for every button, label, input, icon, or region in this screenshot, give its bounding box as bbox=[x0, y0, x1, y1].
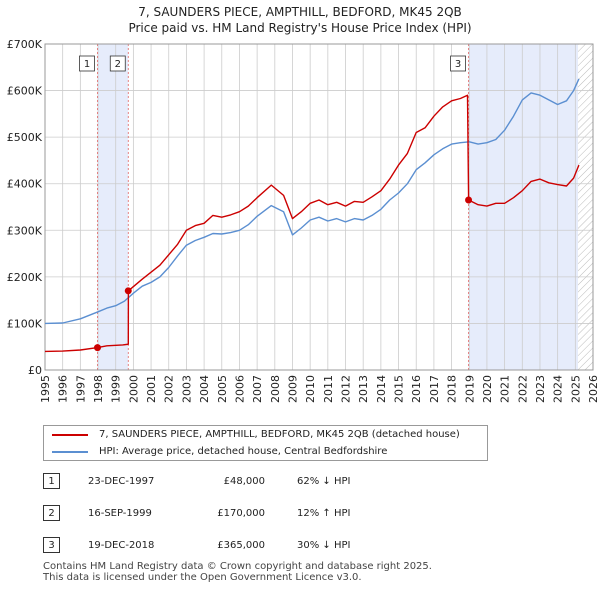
x-tick-label: 2008 bbox=[269, 375, 282, 403]
sale-number-badge: 1 bbox=[43, 473, 60, 489]
x-tick-label: 2006 bbox=[233, 375, 246, 403]
series-line-property bbox=[44, 94, 580, 353]
x-tick-label: 2016 bbox=[410, 375, 423, 403]
x-tick-label: 2000 bbox=[127, 375, 140, 403]
x-tick-label: 1998 bbox=[92, 375, 105, 403]
sale-hpi-diff: 30% ↓ HPI bbox=[297, 540, 351, 551]
footer-attribution: Contains HM Land Registry data © Crown c… bbox=[43, 561, 432, 583]
sale-row: 3 19-DEC-2018 £365,000 30% ↓ HPI bbox=[43, 534, 403, 556]
legend-item-hpi: HPI: Average price, detached house, Cent… bbox=[44, 443, 487, 461]
sale-label-number: 3 bbox=[455, 59, 461, 70]
y-tick-label: £200K bbox=[7, 271, 43, 284]
legend-label-hpi: HPI: Average price, detached house, Cent… bbox=[99, 446, 388, 457]
sale-date: 23-DEC-1997 bbox=[88, 476, 155, 487]
x-tick-label: 2015 bbox=[393, 375, 406, 403]
footer-line-licence: This data is licensed under the Open Gov… bbox=[43, 572, 362, 583]
sale-date: 19-DEC-2018 bbox=[88, 540, 155, 551]
future-hatch-area bbox=[577, 44, 593, 370]
x-tick-label: 2020 bbox=[481, 375, 494, 403]
shaded-sale-period bbox=[468, 44, 578, 370]
y-tick-label: £700K bbox=[7, 38, 43, 51]
plot-border bbox=[44, 43, 594, 371]
x-tick-label: 2024 bbox=[552, 375, 565, 403]
sale-label-number: 1 bbox=[84, 59, 90, 70]
y-tick-label: £300K bbox=[7, 224, 43, 237]
legend-item-property: 7, SAUNDERS PIECE, AMPTHILL, BEDFORD, MK… bbox=[44, 426, 487, 444]
x-tick-label: 2002 bbox=[163, 375, 176, 403]
x-tick-label: 2011 bbox=[322, 375, 335, 403]
x-tick-label: 1997 bbox=[74, 375, 87, 403]
x-tick-label: 2021 bbox=[499, 375, 512, 403]
sale-price: £48,000 bbox=[223, 476, 265, 487]
sale-label-number: 2 bbox=[115, 59, 121, 70]
y-tick-label: £0 bbox=[28, 364, 42, 377]
sale-label-box bbox=[79, 55, 95, 72]
chart-legend: 7, SAUNDERS PIECE, AMPTHILL, BEDFORD, MK… bbox=[43, 425, 488, 461]
chart-title: 7, SAUNDERS PIECE, AMPTHILL, BEDFORD, MK… bbox=[138, 5, 462, 19]
y-tick-label: £600K bbox=[7, 85, 43, 98]
x-tick-label: 2004 bbox=[198, 375, 211, 403]
chart-title-block: 7, SAUNDERS PIECE, AMPTHILL, BEDFORD, MK… bbox=[0, 4, 600, 36]
x-tick-label: 2005 bbox=[216, 375, 229, 403]
x-tick-label: 2014 bbox=[375, 375, 388, 403]
x-tick-label: 2025 bbox=[569, 375, 582, 403]
legend-label-property: 7, SAUNDERS PIECE, AMPTHILL, BEDFORD, MK… bbox=[99, 429, 460, 440]
x-tick-label: 2026 bbox=[587, 375, 600, 403]
sale-date: 16-SEP-1999 bbox=[88, 508, 152, 519]
x-tick-label: 2017 bbox=[428, 375, 441, 403]
x-tick-label: 2023 bbox=[534, 375, 547, 403]
sale-hpi-diff: 62% ↓ HPI bbox=[297, 476, 351, 487]
series-line-hpi bbox=[44, 78, 580, 325]
sale-price: £170,000 bbox=[217, 508, 265, 519]
sale-price: £365,000 bbox=[217, 540, 265, 551]
sale-label-box bbox=[109, 55, 126, 72]
x-tick-label: 2018 bbox=[446, 375, 459, 403]
x-tick-label: 2013 bbox=[357, 375, 370, 403]
x-tick-label: 2001 bbox=[145, 375, 158, 403]
x-tick-label: 2007 bbox=[251, 375, 264, 403]
x-tick-label: 2009 bbox=[286, 375, 299, 403]
x-tick-label: 1999 bbox=[110, 375, 123, 403]
sale-row: 2 16-SEP-1999 £170,000 12% ↑ HPI bbox=[43, 502, 403, 524]
x-tick-label: 2003 bbox=[180, 375, 193, 403]
y-tick-label: £400K bbox=[7, 178, 43, 191]
x-tick-label: 1995 bbox=[39, 375, 52, 403]
sale-point bbox=[94, 344, 102, 352]
sale-hpi-diff: 12% ↑ HPI bbox=[297, 508, 351, 519]
sale-point bbox=[124, 287, 132, 295]
footer-line-copyright: Contains HM Land Registry data © Crown c… bbox=[43, 561, 432, 572]
x-tick-label: 2010 bbox=[304, 375, 317, 403]
shaded-sale-period bbox=[97, 44, 129, 370]
y-tick-label: £500K bbox=[7, 131, 43, 144]
chart-subtitle: Price paid vs. HM Land Registry's House … bbox=[128, 21, 472, 35]
x-tick-label: 2019 bbox=[463, 375, 476, 403]
y-tick-label: £100K bbox=[7, 317, 43, 330]
x-tick-label: 2012 bbox=[340, 375, 353, 403]
x-tick-label: 1996 bbox=[57, 375, 70, 403]
sale-row: 1 23-DEC-1997 £48,000 62% ↓ HPI bbox=[43, 470, 403, 492]
price-chart: £0 £100K £200K £300K £400K £500K £600K £700K 199… bbox=[7, 38, 600, 403]
x-tick-label: 2022 bbox=[516, 375, 529, 403]
sale-point bbox=[465, 196, 473, 204]
legend-swatch-hpi bbox=[52, 451, 88, 453]
sale-label-box bbox=[450, 55, 466, 72]
legend-swatch-property bbox=[52, 434, 88, 436]
sale-number-badge: 3 bbox=[43, 537, 60, 553]
sale-number-badge: 2 bbox=[43, 505, 60, 521]
